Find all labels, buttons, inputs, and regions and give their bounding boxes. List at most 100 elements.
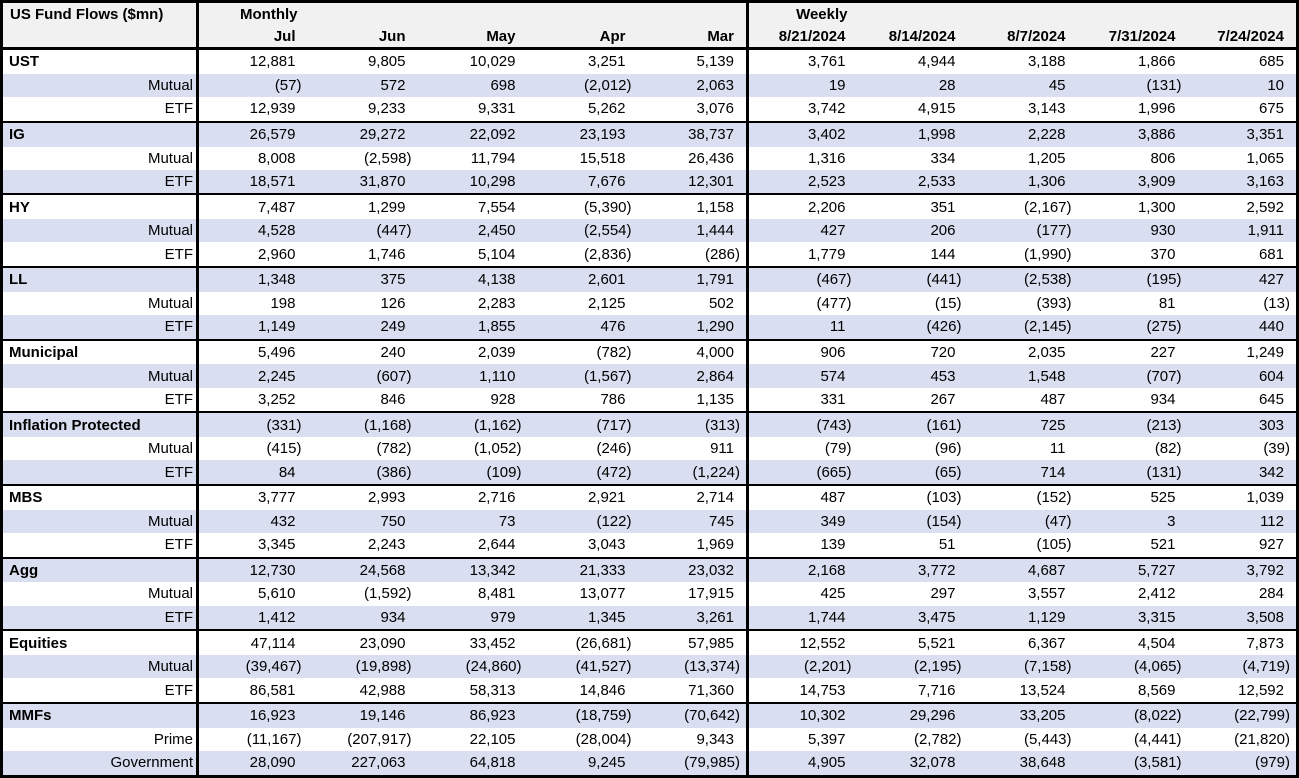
- data-cell: 71,360: [637, 678, 749, 703]
- data-cell: 3,772: [857, 556, 968, 583]
- data-cell: 31,870: [307, 169, 418, 195]
- data-cell: 375: [307, 266, 418, 292]
- data-cell: (103): [857, 484, 968, 510]
- data-cell: (472): [527, 460, 638, 486]
- data-cell: 3,402: [747, 120, 858, 147]
- data-cell: 7,554: [417, 193, 528, 220]
- row-label: Mutual: [1, 146, 199, 170]
- data-cell: 1,205: [1027, 149, 1066, 167]
- table-row: Mutual 5,610 (1,592) 8,481 13,077 17,915 425 29…: [1, 582, 1298, 606]
- data-cell: (4,441): [1133, 730, 1182, 748]
- data-cell: 4,138: [417, 266, 528, 292]
- data-cell: 2,245: [197, 364, 308, 388]
- data-cell: 1,779: [807, 245, 846, 263]
- data-cell: 112: [1187, 509, 1298, 533]
- data-cell: 16,923: [197, 701, 308, 728]
- data-cell: 681: [1258, 245, 1284, 263]
- data-cell: 906: [747, 338, 858, 365]
- data-cell: 29,296: [857, 701, 968, 728]
- data-cell: (131): [1077, 73, 1188, 98]
- data-cell: 14,753: [799, 681, 846, 699]
- data-cell: (313): [637, 411, 749, 438]
- data-cell: 5,139: [637, 47, 749, 74]
- data-cell: (15): [934, 294, 962, 312]
- data-cell: 28,090: [197, 750, 308, 777]
- data-cell: (782): [376, 440, 412, 458]
- data-cell: 4,687: [967, 556, 1078, 583]
- table-row: ETF 12,939 9,233 9,331 5,262 3,076 3,742 4,915 3…: [1, 97, 1298, 122]
- data-cell: (2,598): [363, 149, 412, 167]
- data-cell: 126: [380, 294, 406, 312]
- data-cell: 9,343: [637, 727, 749, 751]
- header-spacer: [1077, 1, 1188, 25]
- data-cell: 3,188: [967, 47, 1078, 74]
- monthly-section-label: Monthly: [197, 1, 308, 25]
- data-cell: 1,791: [637, 266, 749, 292]
- row-label: Municipal: [1, 338, 199, 365]
- data-cell: 1,744: [747, 605, 858, 631]
- col-header-week-5: 7/24/2024: [1187, 25, 1298, 50]
- data-cell: 19: [747, 73, 858, 98]
- data-cell: 227,063: [307, 750, 418, 777]
- data-cell: 1,444: [637, 219, 749, 243]
- data-cell: (154): [857, 509, 968, 533]
- data-cell: 3,351: [1187, 120, 1298, 147]
- data-cell: 249: [307, 315, 418, 340]
- row-label: Mutual: [1, 437, 199, 461]
- data-cell: (782): [527, 338, 638, 365]
- data-cell: 5,397: [807, 730, 846, 748]
- data-cell: (393): [1036, 294, 1072, 312]
- data-cell: 11: [747, 315, 858, 340]
- data-cell: 9,331: [477, 100, 516, 118]
- data-cell: 750: [307, 509, 418, 533]
- data-cell: 23,032: [637, 556, 749, 583]
- data-cell: 144: [930, 245, 956, 263]
- data-cell: 4,944: [857, 47, 968, 74]
- col-header-week-4: 7/31/2024: [1077, 25, 1188, 50]
- data-cell: 32,078: [857, 750, 968, 777]
- data-cell: 1,412: [197, 605, 308, 631]
- data-cell: 12,552: [747, 629, 858, 655]
- data-cell: 720: [857, 338, 968, 365]
- row-label: ETF: [1, 678, 199, 703]
- data-cell: (717): [527, 411, 638, 438]
- data-cell: 521: [1150, 536, 1176, 554]
- data-cell: (1,052): [473, 440, 522, 458]
- data-cell: (47): [967, 509, 1078, 533]
- data-cell: 3,742: [807, 100, 846, 118]
- data-cell: 427: [1187, 266, 1298, 292]
- data-cell: 4,000: [637, 338, 749, 365]
- data-cell: 3,076: [637, 97, 749, 122]
- data-cell: 7,676: [527, 169, 638, 195]
- data-cell: 2,035: [967, 338, 1078, 365]
- data-cell: 2,921: [527, 484, 638, 510]
- data-cell: 3,251: [527, 47, 638, 74]
- data-cell: 1,149: [197, 315, 308, 340]
- data-cell: 7,716: [917, 681, 956, 699]
- data-cell: 1,065: [1246, 149, 1284, 167]
- data-cell: 502: [637, 291, 749, 316]
- data-cell: 2,714: [637, 484, 749, 510]
- data-cell: 1,345: [527, 605, 638, 631]
- data-cell: 84: [197, 460, 308, 486]
- data-cell: (13): [1263, 294, 1290, 312]
- col-header-week-3: 8/7/2024: [967, 25, 1078, 50]
- data-cell: 453: [857, 364, 968, 388]
- data-cell: (1,168): [307, 411, 418, 438]
- data-cell: 3,261: [637, 605, 749, 631]
- data-cell: 3,315: [1077, 605, 1188, 631]
- data-cell: 930: [1077, 219, 1188, 243]
- data-cell: 440: [1187, 315, 1298, 340]
- row-label: Mutual: [1, 73, 199, 98]
- data-cell: (441): [857, 266, 968, 292]
- data-cell: 51: [938, 536, 956, 554]
- data-cell: 928: [490, 391, 516, 409]
- data-cell: (246): [596, 440, 632, 458]
- data-cell: (4,719): [1187, 654, 1298, 679]
- header-spacer: [857, 1, 968, 25]
- data-cell: 5,496: [197, 338, 308, 365]
- data-cell: 2,592: [1187, 193, 1298, 220]
- data-cell: (275): [1077, 315, 1188, 340]
- data-cell: 6,367: [967, 629, 1078, 655]
- data-cell: 8,008: [257, 149, 296, 167]
